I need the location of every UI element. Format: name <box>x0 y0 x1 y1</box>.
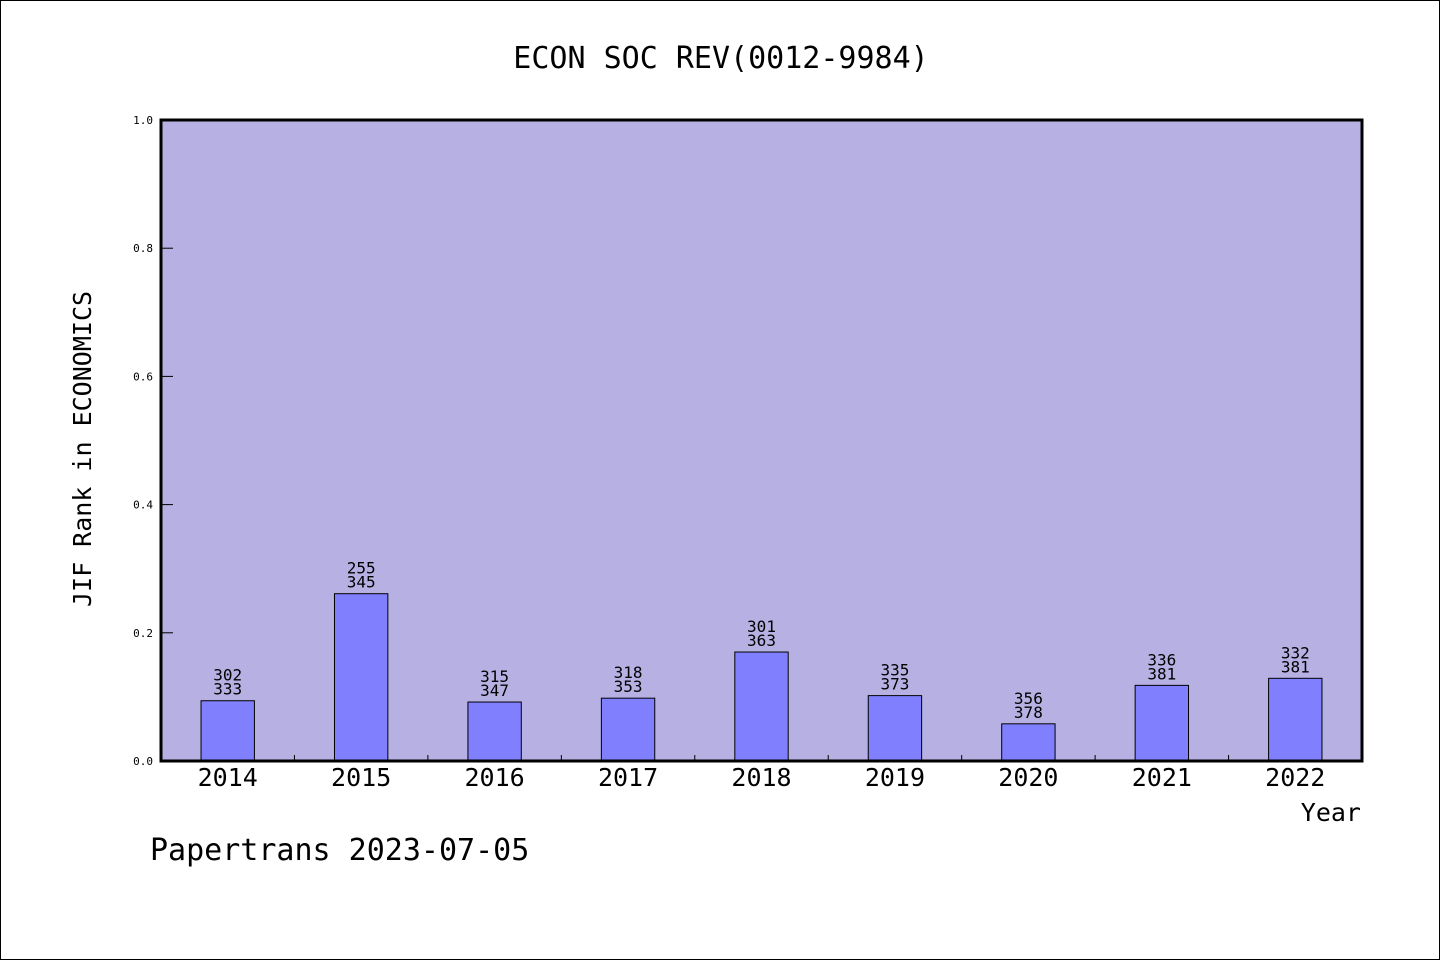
y-tick-label: 0.2 <box>133 627 153 640</box>
bar-rank-label: 318 <box>614 663 643 682</box>
bar-rank-label: 301 <box>747 617 776 636</box>
chart-title: ECON SOC REV(0012-9984) <box>513 41 928 76</box>
x-tick-label: 2021 <box>1132 763 1192 792</box>
x-tick-label: 2015 <box>331 763 391 792</box>
plot-border <box>159 118 1364 763</box>
x-tick-label: 2017 <box>598 763 658 792</box>
bar-2014 <box>200 700 255 762</box>
bar-total-label: 347 <box>480 681 509 700</box>
bar-2019 <box>867 695 923 762</box>
bar-rank-label: 302 <box>213 666 242 685</box>
y-tick-label: 1.0 <box>133 114 153 127</box>
y-tick-label: 0.0 <box>133 755 153 768</box>
footer-credit: Papertrans 2023-07-05 <box>150 833 530 868</box>
bar-rank-label: 356 <box>1014 689 1043 708</box>
bar-total-label: 381 <box>1147 664 1176 683</box>
x-tick-label: 2019 <box>865 763 925 792</box>
bar-total-label: 363 <box>747 631 776 650</box>
x-tick-label: 2022 <box>1265 763 1325 792</box>
x-tick-labels: 2014 2015 2016 2017 2018 2019 2020 2021 2022 <box>198 763 1326 792</box>
y-tick-label: 0.8 <box>133 242 153 255</box>
bar-rank-label: 255 <box>347 559 376 578</box>
y-axis-label: JIF Rank in ECONOMICS <box>68 291 97 607</box>
y-tick-label: 0.6 <box>133 370 153 383</box>
bar-total-label: 333 <box>213 680 242 699</box>
y-tick-label: 0.4 <box>133 499 153 512</box>
bar-2015 <box>333 593 389 762</box>
bar-2017 <box>600 697 656 762</box>
bar-total-label: 381 <box>1281 657 1310 676</box>
bar-2016 <box>467 701 522 762</box>
bar-total-label: 345 <box>347 573 376 592</box>
bar-labels: 3023332553453153473183533013633353733563… <box>213 559 1309 722</box>
bar-2018 <box>734 651 789 762</box>
bar-2021 <box>1134 684 1190 762</box>
bar-rank-label: 335 <box>880 661 909 680</box>
bar-2022 <box>1268 677 1323 762</box>
x-tick-label: 2016 <box>465 763 525 792</box>
bars <box>200 593 1323 762</box>
x-tick-label: 2018 <box>731 763 791 792</box>
bar-total-label: 378 <box>1014 703 1043 722</box>
bar-rank-label: 315 <box>480 667 509 686</box>
bar-rank-label: 336 <box>1147 650 1176 669</box>
bar-rank-label: 332 <box>1281 643 1310 662</box>
x-axis-label: Year <box>1301 798 1361 827</box>
x-tick-label: 2020 <box>998 763 1058 792</box>
bar-total-label: 373 <box>880 675 909 694</box>
bar-2020 <box>1001 723 1056 762</box>
bar-total-label: 353 <box>614 677 643 696</box>
y-axis-ticks: 0.0 0.2 0.4 0.6 0.8 1.0 <box>133 114 173 768</box>
x-tick-label: 2014 <box>198 763 258 792</box>
